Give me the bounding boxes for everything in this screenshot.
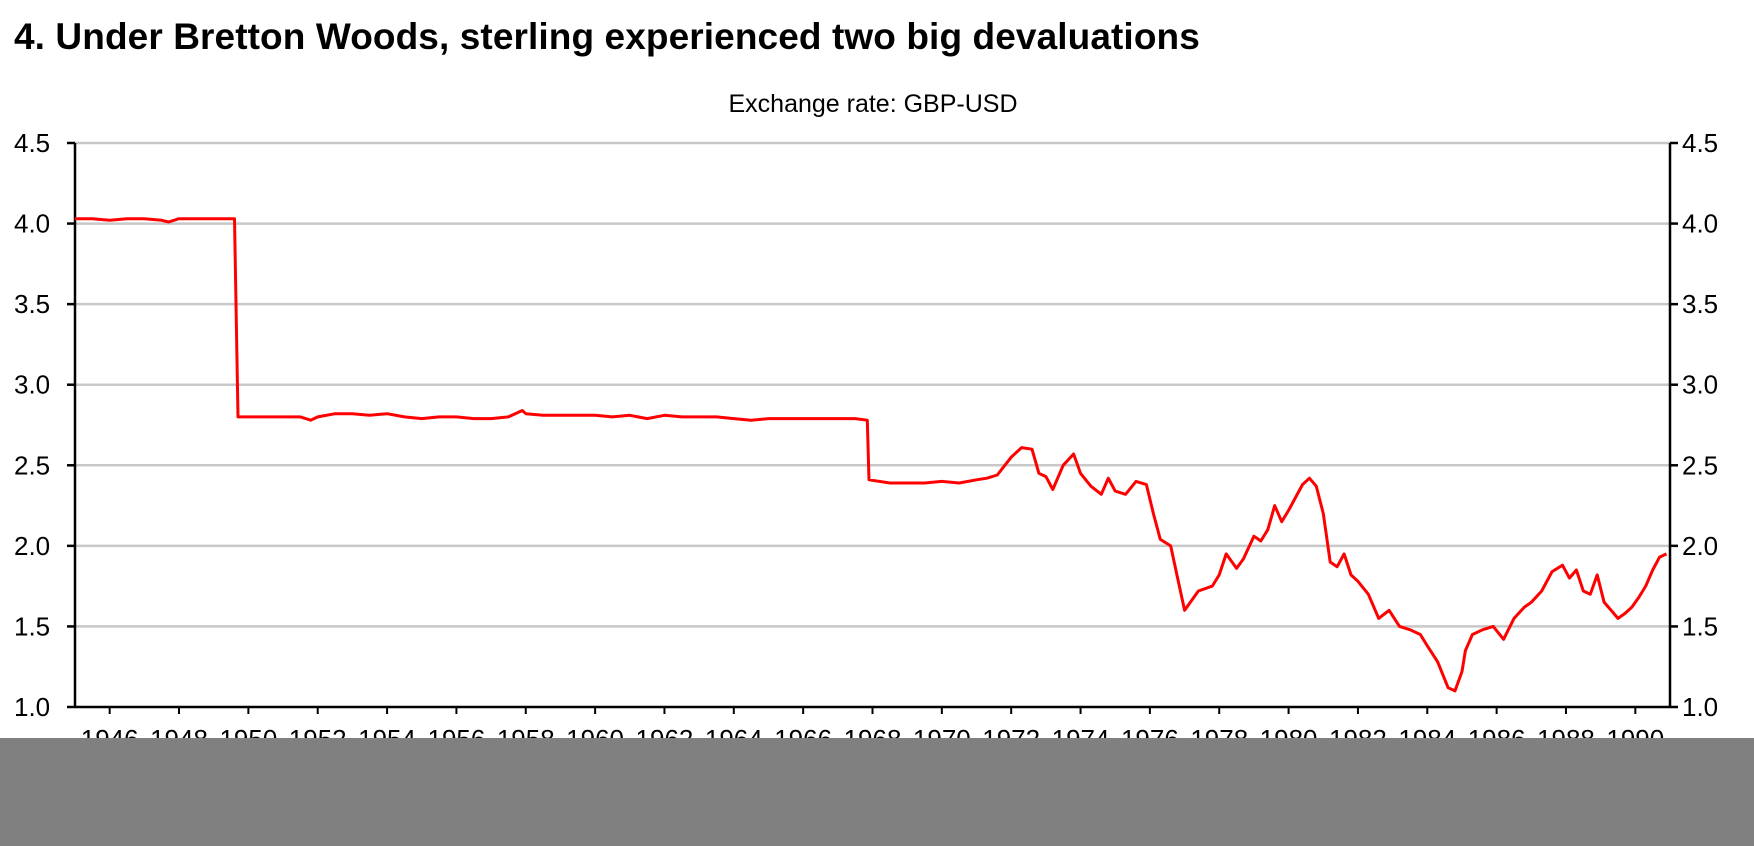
y-tick-label-right: 2.0 <box>1682 531 1718 561</box>
y-tick-label-left: 3.0 <box>14 370 50 400</box>
y-tick-label-left: 1.5 <box>14 611 50 641</box>
left-y-tick-labels: 4.5 4.0 3.5 3.0 2.5 2.0 1.5 1.0 <box>14 128 75 722</box>
y-tick-label-left: 3.5 <box>14 289 50 319</box>
y-tick-label-left: 2.5 <box>14 450 50 480</box>
y-tick-label-right: 3.0 <box>1682 370 1718 400</box>
y-tick-label-right: 1.0 <box>1682 692 1718 722</box>
y-tick-label-right: 4.5 <box>1682 128 1718 158</box>
y-tick-label-right: 2.5 <box>1682 450 1718 480</box>
gray-overlay-bar <box>0 738 1754 846</box>
y-tick-label-left: 2.0 <box>14 531 50 561</box>
y-tick-label-right: 1.5 <box>1682 611 1718 641</box>
series-line <box>75 217 1668 693</box>
y-tick-label-left: 4.5 <box>14 128 50 158</box>
y-tick-label-left: 4.0 <box>14 209 50 239</box>
y-tick-label-right: 3.5 <box>1682 289 1718 319</box>
y-tick-label-left: 1.0 <box>14 692 50 722</box>
chart-subtitle: Exchange rate: GBP-USD <box>728 90 1017 118</box>
series-group <box>74 217 1668 693</box>
right-y-tick-labels: 4.5 4.0 3.5 3.0 2.5 2.0 1.5 1.0 <box>1670 128 1718 722</box>
chart-title: 4. Under Bretton Woods, sterling experie… <box>14 16 1200 57</box>
gridlines <box>75 141 1670 628</box>
y-tick-label-right: 4.0 <box>1682 209 1718 239</box>
